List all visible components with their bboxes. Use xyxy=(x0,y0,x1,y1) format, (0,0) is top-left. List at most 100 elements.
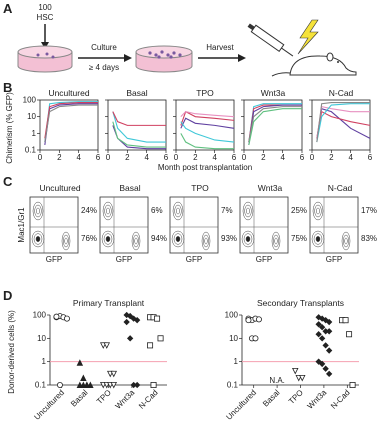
contour xyxy=(343,234,349,248)
percentage: 24% xyxy=(81,206,97,215)
x-tick-label: Uncultured xyxy=(224,388,258,422)
flow-plot xyxy=(239,196,289,254)
x-tick-label: 0 xyxy=(310,153,315,162)
x-tick-label: N-Cad xyxy=(137,388,160,411)
x-tick-label: 2 xyxy=(125,153,130,162)
point xyxy=(325,347,333,354)
x-tick-label: 6 xyxy=(368,153,373,162)
contour xyxy=(344,237,348,245)
x-tick-label: 0 xyxy=(106,153,111,162)
x-tick-label: 2 xyxy=(329,153,334,162)
x-tick-label: 2 xyxy=(193,153,198,162)
contour xyxy=(315,236,321,242)
point xyxy=(56,381,63,388)
x-tick-label: 0 xyxy=(174,153,179,162)
y-tick-label: 0.1 xyxy=(35,381,47,390)
point xyxy=(255,316,262,323)
y-tick-label: 0.1 xyxy=(227,381,239,390)
x-tick-label: Basal xyxy=(261,388,282,409)
contour xyxy=(35,236,41,242)
point xyxy=(157,335,164,342)
x-tick-label: 4 xyxy=(76,153,81,162)
line xyxy=(180,121,235,143)
x-tick-label: 4 xyxy=(144,153,149,162)
percentage: 94% xyxy=(151,234,167,243)
point xyxy=(133,317,141,324)
line xyxy=(248,104,302,146)
x-axis-label: GFP xyxy=(186,255,202,264)
point xyxy=(76,359,84,366)
chart-title: TPO xyxy=(196,88,214,98)
contour xyxy=(134,237,138,245)
point xyxy=(322,342,329,349)
percentage: 17% xyxy=(361,206,377,215)
line xyxy=(44,102,98,139)
point xyxy=(318,335,326,342)
line xyxy=(180,133,234,150)
label: Harvest xyxy=(206,43,234,52)
x-axis-label: Month post transplantation xyxy=(158,163,252,172)
x-axis-label: GFP xyxy=(46,255,62,264)
x-tick-label: 6 xyxy=(232,153,237,162)
line xyxy=(112,111,166,143)
point xyxy=(103,342,110,349)
line xyxy=(180,117,235,129)
contour xyxy=(104,204,112,218)
percentage: 76% xyxy=(81,234,97,243)
line xyxy=(44,104,98,143)
x-tick-label: Wnt3a xyxy=(114,388,137,411)
contour xyxy=(312,201,324,221)
plot-title: Uncultured xyxy=(39,183,80,193)
point xyxy=(315,331,322,338)
point xyxy=(322,365,329,372)
contour xyxy=(246,207,250,215)
y-axis-label: Mac1/Gr1 xyxy=(17,207,26,243)
point xyxy=(63,315,70,322)
contour xyxy=(176,207,180,215)
percentage: 25% xyxy=(291,206,307,215)
line xyxy=(316,103,370,143)
percentage: 93% xyxy=(221,234,237,243)
contour xyxy=(131,231,141,251)
contour xyxy=(102,201,114,221)
point xyxy=(252,335,259,342)
contour xyxy=(31,230,45,248)
contour xyxy=(271,231,281,251)
contour xyxy=(245,236,251,242)
contour xyxy=(106,207,110,215)
point xyxy=(126,312,134,320)
contour xyxy=(34,204,42,218)
panel-label: C xyxy=(3,174,13,189)
point xyxy=(318,324,326,331)
contour xyxy=(33,233,43,245)
percentage: 83% xyxy=(361,234,377,243)
schematic: 100 HSC Culture ≥ 4 days Harvest xyxy=(17,3,357,77)
y-tick-label: 0.1 xyxy=(25,146,37,155)
point xyxy=(349,381,356,388)
contour xyxy=(274,237,278,245)
chart-title: Wnt3a xyxy=(261,88,286,98)
percentage: 7% xyxy=(221,206,233,215)
y-tick-label: 10 xyxy=(37,334,46,343)
x-tick-label: TPO xyxy=(287,388,305,406)
contour xyxy=(243,233,253,245)
point xyxy=(315,358,322,365)
point xyxy=(342,317,349,324)
x-tick-label: 2 xyxy=(57,153,62,162)
flow-plot xyxy=(99,196,149,254)
line xyxy=(248,106,302,143)
x-axis-label: GFP xyxy=(326,255,342,264)
x-tick-label: 0 xyxy=(242,153,247,162)
contour xyxy=(36,207,40,215)
percentage: 75% xyxy=(291,234,307,243)
y-tick-label: 10 xyxy=(27,112,36,121)
contour xyxy=(173,233,183,245)
x-tick-label: TPO xyxy=(95,388,113,406)
chart-title: Secondary Transplants xyxy=(257,298,344,308)
point xyxy=(123,318,130,326)
line xyxy=(180,110,235,126)
x-tick-label: Uncultured xyxy=(32,388,66,422)
contour xyxy=(314,204,322,218)
flow-plot xyxy=(169,196,219,254)
